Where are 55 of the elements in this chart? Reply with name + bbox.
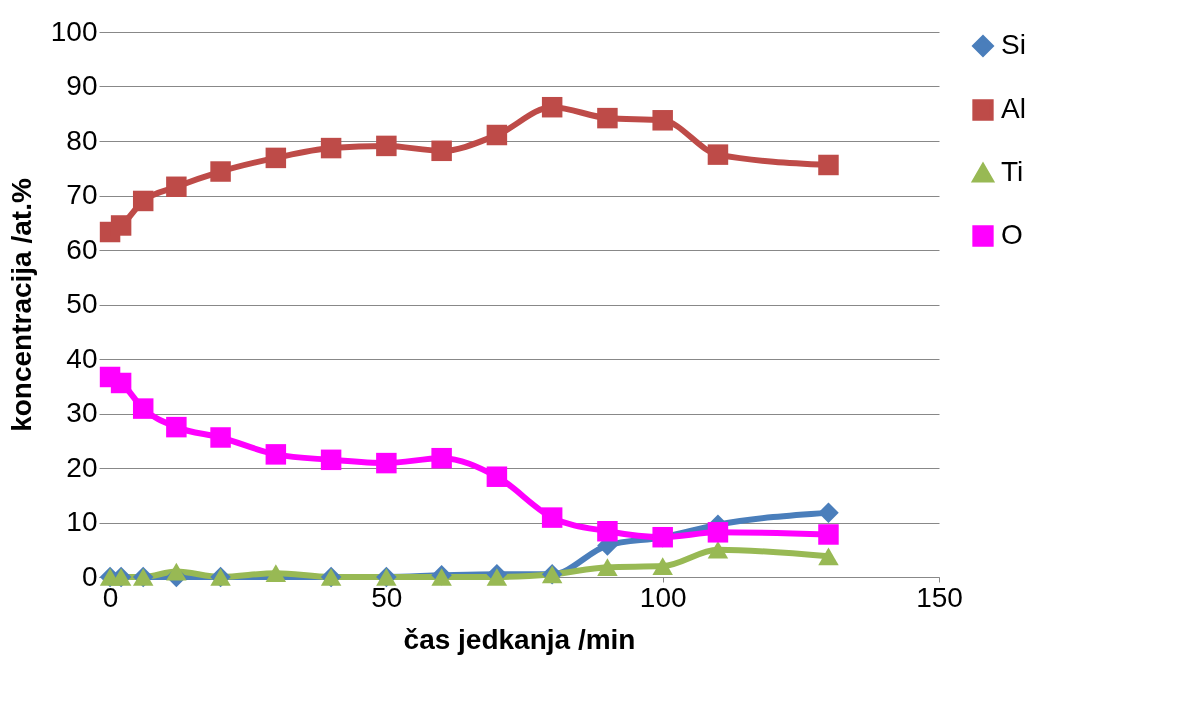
point bbox=[265, 444, 287, 465]
y-tick-label: 60 bbox=[66, 233, 98, 265]
point bbox=[166, 416, 187, 438]
point bbox=[652, 557, 673, 575]
y-tick-label: 50 bbox=[66, 288, 98, 319]
y-axis-title: koncentracija /at.% bbox=[5, 178, 37, 432]
point bbox=[707, 522, 729, 543]
x-axis-title: čas jedkanja /min bbox=[403, 623, 636, 655]
point bbox=[486, 124, 508, 146]
y-tick-label: 40 bbox=[66, 342, 98, 374]
y-tick-label: 0 bbox=[81, 560, 98, 592]
point bbox=[818, 524, 839, 545]
y-tick-label: 30 bbox=[66, 397, 98, 428]
point bbox=[132, 398, 154, 419]
y-tick-label: 80 bbox=[66, 124, 98, 156]
point bbox=[376, 452, 397, 474]
point bbox=[320, 449, 342, 471]
point bbox=[210, 427, 231, 448]
legend-label: Ti bbox=[1001, 156, 1024, 187]
point bbox=[166, 562, 187, 581]
point bbox=[210, 161, 231, 182]
point bbox=[166, 176, 187, 198]
point bbox=[818, 547, 839, 566]
point bbox=[818, 502, 839, 523]
point bbox=[597, 520, 618, 542]
legend-label: Si bbox=[1001, 29, 1026, 60]
x-tick-label: 100 bbox=[639, 581, 687, 613]
y-tick-label: 70 bbox=[66, 179, 98, 210]
point bbox=[652, 110, 673, 131]
x-tick-label: 0 bbox=[102, 581, 119, 613]
point bbox=[265, 147, 287, 169]
y-tick-label: 10 bbox=[66, 506, 98, 537]
point bbox=[320, 137, 342, 159]
point bbox=[707, 540, 729, 559]
point bbox=[110, 215, 132, 236]
x-tick-label: 150 bbox=[916, 581, 963, 613]
y-tick-label: 20 bbox=[66, 451, 98, 483]
point bbox=[110, 372, 132, 394]
y-tick-label: 90 bbox=[66, 70, 98, 101]
point bbox=[541, 507, 563, 528]
y-tick-label: 100 bbox=[50, 15, 98, 47]
legend-label: O bbox=[1001, 219, 1023, 250]
x-tick-label: 50 bbox=[371, 581, 403, 613]
point bbox=[431, 447, 452, 469]
point bbox=[486, 466, 508, 487]
point bbox=[818, 154, 839, 176]
point bbox=[707, 144, 729, 165]
point bbox=[265, 564, 287, 583]
legend-label: Al bbox=[1001, 93, 1026, 124]
point bbox=[431, 140, 452, 162]
point bbox=[597, 107, 618, 129]
point bbox=[541, 96, 563, 118]
point bbox=[132, 190, 154, 212]
point bbox=[597, 558, 618, 577]
point bbox=[376, 135, 397, 157]
